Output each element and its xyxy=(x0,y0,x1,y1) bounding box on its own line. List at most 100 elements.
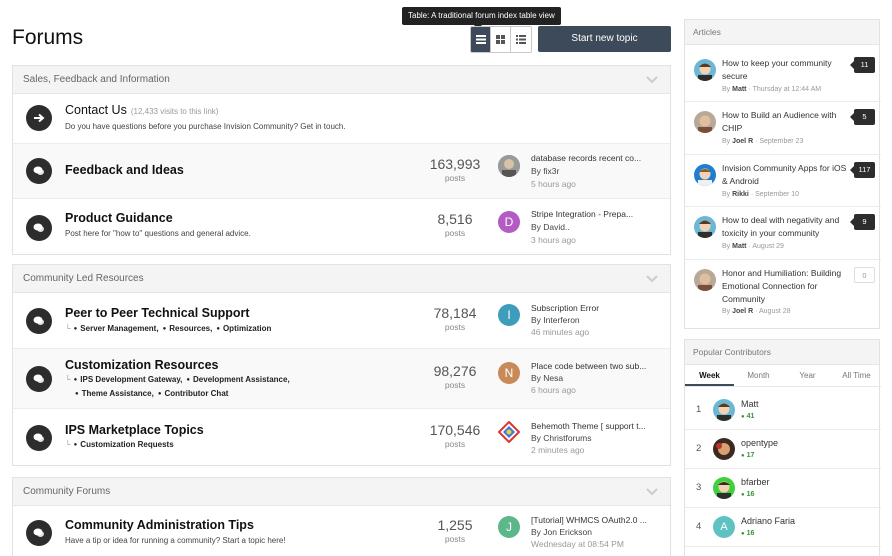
subforum-link[interactable]: Theme Assistance, xyxy=(75,389,154,398)
subforum-link[interactable]: Customization Requests xyxy=(74,440,174,449)
subforum-link[interactable]: Server Management, xyxy=(74,324,159,333)
last-post-author[interactable]: By Christforums xyxy=(531,433,592,443)
last-post-time: 6 hours ago xyxy=(531,385,576,395)
grid-view-icon xyxy=(496,35,505,44)
last-post-author[interactable]: By David.. xyxy=(531,222,570,232)
contributor-row: 2 opentype 17 xyxy=(685,430,881,469)
last-post-title[interactable]: Behemoth Theme [ support t... xyxy=(531,421,646,431)
avatar[interactable] xyxy=(713,399,735,421)
avatar[interactable] xyxy=(498,155,520,177)
contributor-name-link[interactable]: opentype xyxy=(741,438,779,448)
subforum-link[interactable]: Contributor Chat xyxy=(158,389,229,398)
redirect-arrow-icon xyxy=(26,105,52,131)
articles-widget: Articles How to keep your community secu… xyxy=(684,19,881,329)
avatar[interactable]: I xyxy=(498,304,520,326)
last-post-title[interactable]: Subscription Error xyxy=(531,303,600,313)
avatar[interactable]: A xyxy=(713,516,735,538)
reputation-count: 17 xyxy=(741,452,755,459)
last-post-title[interactable]: database records recent co... xyxy=(531,153,642,163)
article-title-link[interactable]: Honor and Humiliation: Building Emotiona… xyxy=(722,268,842,304)
forum-link-peer-support[interactable]: Peer to Peer Technical Support xyxy=(65,306,250,320)
forum-row: Feedback and Ideas 163,993 posts database… xyxy=(13,144,670,199)
reputation-count: 41 xyxy=(741,413,755,420)
last-post-author[interactable]: By Interferon xyxy=(531,315,580,325)
chevron-down-icon[interactable] xyxy=(646,74,658,86)
comment-count-badge: 11 xyxy=(850,57,875,73)
last-post-time: 46 minutes ago xyxy=(531,327,590,337)
avatar[interactable]: D xyxy=(498,211,520,233)
subforum-link[interactable]: IPS Development Gateway, xyxy=(74,375,183,384)
widget-title: Popular Contributors xyxy=(685,340,879,365)
chat-bubbles-icon xyxy=(26,520,52,546)
forum-link-customization-resources[interactable]: Customization Resources xyxy=(65,358,219,372)
tab-all-time[interactable]: All Time xyxy=(842,371,871,380)
subforum-link[interactable]: Development Assistance, xyxy=(186,375,289,384)
tab-month[interactable]: Month xyxy=(747,371,770,380)
forum-link-feedback-ideas[interactable]: Feedback and Ideas xyxy=(65,163,184,177)
chevron-down-icon[interactable] xyxy=(646,273,658,285)
comment-count-badge: 117 xyxy=(850,162,875,178)
article-title-link[interactable]: How to keep your community secure xyxy=(722,58,832,81)
avatar[interactable] xyxy=(694,216,716,238)
forum-link-product-guidance[interactable]: Product Guidance xyxy=(65,211,173,225)
grid-view-button[interactable] xyxy=(491,27,511,52)
article-meta: By Matt · Thursday at 12:44 AM xyxy=(722,86,822,93)
category-community-led-resources: Community Led Resources Peer to Peer Tec… xyxy=(12,264,671,466)
subforum-link[interactable]: Resources, xyxy=(163,324,213,333)
article-title-link[interactable]: How to Build an Audience with CHIP xyxy=(722,110,837,133)
view-toggle xyxy=(470,26,532,53)
last-post-time: 5 hours ago xyxy=(531,179,576,189)
comment-count-badge: 0 xyxy=(854,267,875,283)
subforum-list: └Customization Requests xyxy=(65,438,325,452)
last-post-author[interactable]: By Jon Erickson xyxy=(531,527,592,537)
subforum-list: └Server Management,Resources,Optimizatio… xyxy=(65,322,325,336)
avatar[interactable] xyxy=(694,269,716,291)
article-title-link[interactable]: How to deal with negativity and toxicity… xyxy=(722,215,840,238)
avatar[interactable] xyxy=(713,438,735,460)
article-item: Invision Community Apps for iOS & Androi… xyxy=(685,162,881,207)
subforum-list: └IPS Development Gateway,Development Ass… xyxy=(65,373,325,401)
subforum-link[interactable]: Optimization xyxy=(216,324,271,333)
avatar[interactable] xyxy=(694,59,716,81)
last-post-title[interactable]: [Tutorial] WHMCS OAuth2.0 ... xyxy=(531,515,647,525)
article-item: How to deal with negativity and toxicity… xyxy=(685,214,881,260)
last-post: Behemoth Theme [ support t... By Christf… xyxy=(498,421,668,461)
article-title-link[interactable]: Invision Community Apps for iOS & Androi… xyxy=(722,163,847,186)
chevron-down-icon[interactable] xyxy=(646,486,658,498)
contributor-name-link[interactable]: bfarber xyxy=(741,477,770,487)
forum-link-marketplace-topics[interactable]: IPS Marketplace Topics xyxy=(65,423,204,437)
category-header[interactable]: Community Led Resources xyxy=(13,265,670,293)
widget-title: Articles xyxy=(685,20,879,45)
tab-week[interactable]: Week xyxy=(685,365,734,386)
popular-contributors-widget: Popular Contributors Week Month Year All… xyxy=(684,339,881,556)
last-post-author[interactable]: By fix3r xyxy=(531,166,560,176)
avatar[interactable]: N xyxy=(498,362,520,384)
avatar[interactable] xyxy=(713,477,735,499)
last-post: database records recent co... By fix3r 5… xyxy=(498,152,668,192)
category-header[interactable]: Community Forums xyxy=(13,478,670,506)
forum-link-contact-us[interactable]: Contact Us (12,433 visits to this link) xyxy=(65,103,219,117)
avatar[interactable]: J xyxy=(498,516,520,538)
last-post-title[interactable]: Stripe Integration - Prepa... xyxy=(531,209,634,219)
page-title: Forums xyxy=(12,26,84,49)
last-post-author[interactable]: By Nesa xyxy=(531,373,564,383)
forum-link-admin-tips[interactable]: Community Administration Tips xyxy=(65,518,254,532)
table-view-button[interactable] xyxy=(471,27,491,52)
article-item: How to Build an Audience with CHIP By Jo… xyxy=(685,109,881,155)
contributor-name-link[interactable]: Adriano Faria xyxy=(741,516,796,526)
article-meta: By Rikki · September 10 xyxy=(722,191,800,198)
post-count: 1,255 posts xyxy=(437,517,473,544)
avatar[interactable] xyxy=(694,164,716,186)
category-sales-feedback: Sales, Feedback and Information Contact … xyxy=(12,65,671,255)
logo-avatar[interactable] xyxy=(498,421,520,443)
start-new-topic-button[interactable]: Start new topic xyxy=(538,26,671,52)
avatar[interactable] xyxy=(694,111,716,133)
forum-row: Community Administration Tips Have a tip… xyxy=(13,506,670,556)
tab-year[interactable]: Year xyxy=(799,371,816,380)
contributor-name-link[interactable]: Matt xyxy=(741,399,759,409)
article-meta: By Joel R · August 28 xyxy=(722,308,791,315)
last-post-title[interactable]: Place code between two sub... xyxy=(531,361,647,371)
list-view-button[interactable] xyxy=(511,27,531,52)
forum-row: Peer to Peer Technical Support └Server M… xyxy=(13,293,670,349)
category-header[interactable]: Sales, Feedback and Information xyxy=(13,66,670,94)
